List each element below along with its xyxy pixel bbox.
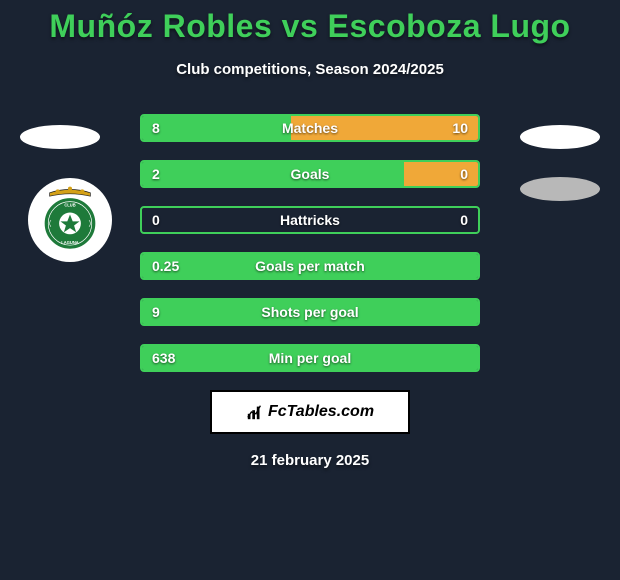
stat-bar-row: 9Shots per goal — [140, 298, 480, 326]
player2-badge-placeholder — [520, 125, 600, 149]
stat-bar-row: 638Min per goal — [140, 344, 480, 372]
player2-club-badge-placeholder — [520, 177, 600, 201]
santos-laguna-crest-icon: CLUB LAGUNA — [36, 186, 104, 254]
stat-bar-row: 0.25Goals per match — [140, 252, 480, 280]
source-badge: FcTables.com — [210, 390, 410, 434]
comparison-bars: 8Matches102Goals00Hattricks00.25Goals pe… — [140, 114, 480, 372]
stat-value-right: 0 — [460, 162, 468, 186]
bar-chart-icon — [246, 403, 264, 421]
stat-value-right: 10 — [452, 116, 468, 140]
stat-label: Matches — [142, 116, 478, 140]
footer-date: 21 february 2025 — [0, 452, 620, 469]
stat-bar-row: 8Matches10 — [140, 114, 480, 142]
stat-bar-row: 2Goals0 — [140, 160, 480, 188]
stat-bar-row: 0Hattricks0 — [140, 206, 480, 234]
stat-label: Hattricks — [142, 208, 478, 232]
player1-badge-placeholder — [20, 125, 100, 149]
stat-label: Goals — [142, 162, 478, 186]
stat-value-right: 0 — [460, 208, 468, 232]
page-title: Muñóz Robles vs Escoboza Lugo — [0, 8, 620, 45]
svg-text:CLUB: CLUB — [64, 202, 75, 207]
stat-label: Goals per match — [142, 254, 478, 278]
subtitle: Club competitions, Season 2024/2025 — [0, 61, 620, 78]
svg-text:LAGUNA: LAGUNA — [61, 240, 78, 245]
stat-label: Min per goal — [142, 346, 478, 370]
player1-club-badge: CLUB LAGUNA — [28, 178, 112, 262]
stat-label: Shots per goal — [142, 300, 478, 324]
source-badge-text: FcTables.com — [268, 403, 374, 421]
